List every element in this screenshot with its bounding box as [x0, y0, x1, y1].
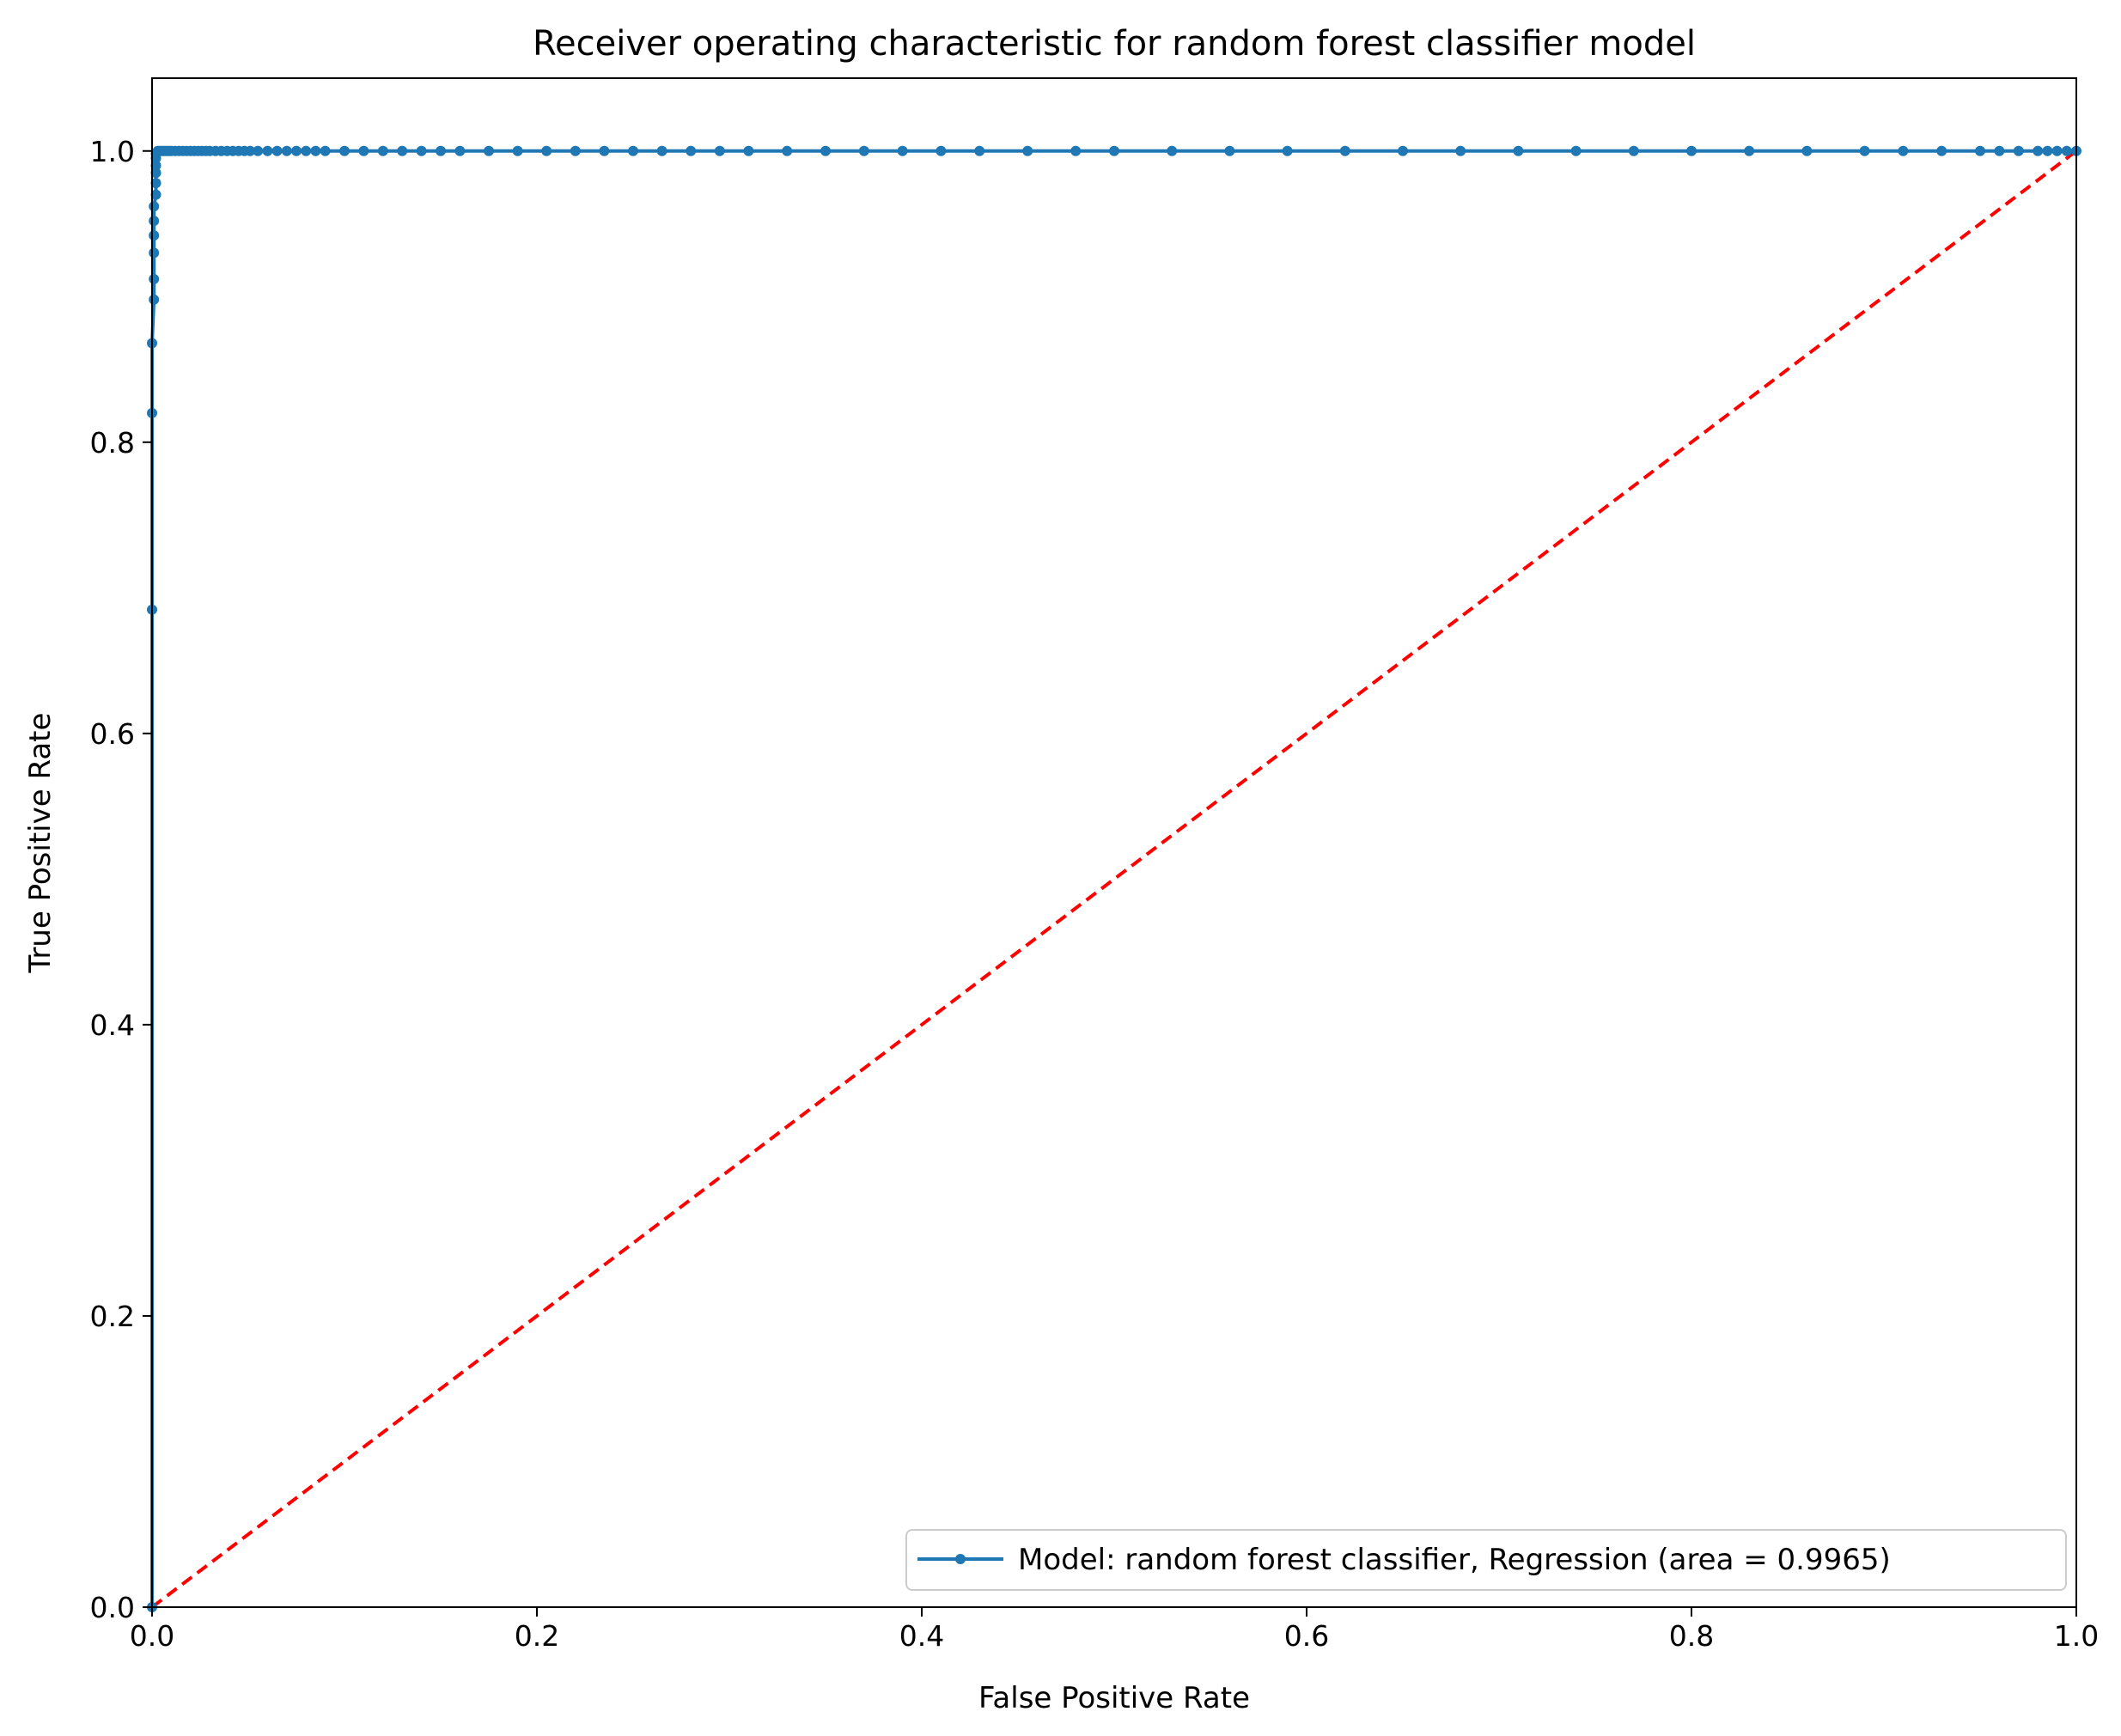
roc-point [149, 273, 160, 284]
roc-point [820, 145, 831, 156]
roc-point [339, 145, 350, 156]
roc-point [271, 145, 283, 156]
roc-point [301, 145, 312, 156]
roc-point [599, 145, 610, 156]
roc-point [150, 168, 162, 179]
roc-point [512, 145, 523, 156]
roc-point [656, 145, 667, 156]
roc-point [320, 145, 331, 156]
roc-point [2061, 145, 2072, 156]
y-axis-label: True Positive Rate [23, 713, 58, 974]
y-tick-label: 0.8 [90, 426, 135, 460]
roc-point [1936, 145, 1947, 156]
roc-point [416, 145, 427, 156]
roc-point [782, 145, 793, 156]
roc-point [149, 216, 160, 227]
roc-point [2051, 145, 2063, 156]
roc-point [377, 145, 388, 156]
plot-area [152, 78, 2076, 1607]
x-tick-label: 0.4 [899, 1619, 944, 1653]
roc-point [149, 201, 160, 212]
roc-point [150, 178, 162, 189]
random-baseline-line [150, 149, 2078, 1609]
legend-roc-label: Model: random forest classifier, Regress… [1018, 1543, 1891, 1577]
roc-point [1570, 145, 1582, 156]
y-tick-label: 0.0 [90, 1591, 135, 1624]
x-tick-label: 0.2 [515, 1619, 559, 1653]
roc-point [974, 145, 985, 156]
x-tick-label: 0.0 [130, 1619, 174, 1653]
y-tick-label: 1.0 [90, 135, 135, 168]
y-axis-ticks: 0.0 0.2 0.4 0.6 0.8 1.0 [90, 135, 152, 1624]
legend-box [905, 1529, 2067, 1591]
roc-point [936, 145, 947, 156]
roc-point [1994, 145, 2005, 156]
roc-point [1022, 145, 1033, 156]
roc-point [1975, 145, 1985, 156]
roc-point [743, 145, 754, 156]
roc-point [1859, 145, 1870, 156]
roc-point [1224, 145, 1235, 156]
legend-roc-marker [955, 1554, 966, 1564]
x-axis-label: False Positive Rate [978, 1681, 1250, 1715]
roc-point [1686, 145, 1697, 156]
roc-point [245, 145, 256, 156]
roc-point [262, 145, 273, 156]
roc-point [253, 145, 264, 156]
roc-point [1513, 145, 1524, 156]
roc-point [436, 145, 446, 156]
roc-point [1339, 145, 1350, 156]
x-axis-ticks: 0.0 0.2 0.4 0.6 0.8 1.0 [130, 1607, 2099, 1653]
roc-point [1801, 145, 1813, 156]
roc-point [714, 145, 725, 156]
roc-point [628, 145, 638, 156]
roc-point [570, 145, 581, 156]
roc-point [1744, 145, 1755, 156]
y-tick-label: 0.6 [90, 717, 135, 751]
roc-point [358, 145, 369, 156]
roc-point [149, 294, 160, 305]
roc-point [858, 145, 869, 156]
roc-point [1398, 145, 1408, 156]
roc-point [541, 145, 552, 156]
roc-point [454, 145, 466, 156]
roc-point [1628, 145, 1639, 156]
roc-point [291, 145, 302, 156]
y-tick-label: 0.2 [90, 1300, 135, 1333]
roc-point [150, 160, 162, 171]
roc-point [1282, 145, 1293, 156]
roc-point [2013, 145, 2024, 156]
roc-point [1109, 145, 1119, 156]
roc-point [150, 189, 162, 200]
roc-point [149, 230, 160, 241]
roc-point [2042, 145, 2053, 156]
roc-point [149, 247, 160, 259]
roc-point [1455, 145, 1466, 156]
roc-point [281, 145, 292, 156]
x-tick-label: 0.6 [1284, 1619, 1329, 1653]
plot-frame [151, 77, 2077, 1608]
roc-point [1898, 145, 1909, 156]
roc-point [1070, 145, 1082, 156]
roc-point [897, 145, 908, 156]
x-tick-label: 0.8 [1669, 1619, 1714, 1653]
roc-point [310, 145, 321, 156]
chart-title: Receiver operating characteristic for ra… [533, 24, 1696, 64]
roc-point [2033, 145, 2044, 156]
legend: Model: random forest classifier, Regress… [905, 1529, 2067, 1591]
roc-point [686, 145, 697, 156]
roc-point [1167, 145, 1178, 156]
roc-point [397, 145, 408, 156]
x-tick-label: 1.0 [2054, 1619, 2099, 1653]
y-tick-label: 0.4 [90, 1008, 135, 1042]
roc-point [484, 145, 494, 156]
